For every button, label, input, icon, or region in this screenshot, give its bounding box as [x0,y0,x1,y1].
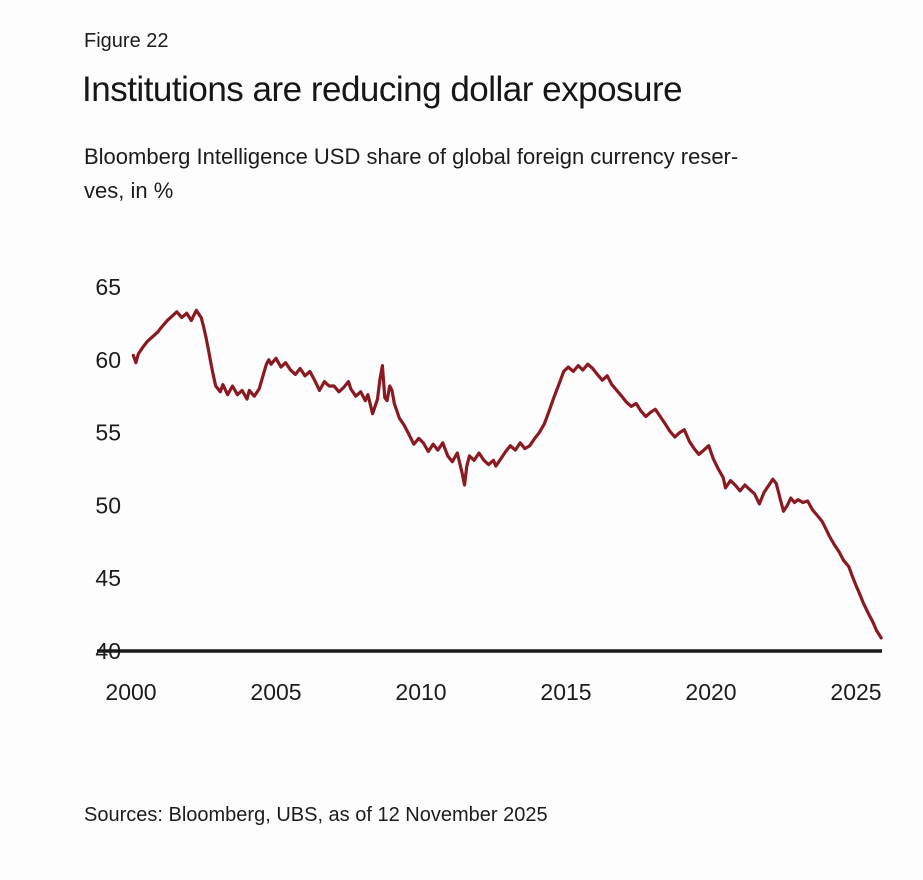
chart-subtitle-line2: ves, in % [84,178,174,203]
y-axis-tick-label: 65 [95,274,121,300]
line-chart: 65 60 55 50 45 40 2000 2005 2010 2015 2020 2025 [0,240,923,730]
x-axis-tick-label: 2025 [830,679,881,705]
x-axis-tick-label: 2020 [685,679,736,705]
sources-note: Sources: Bloomberg, UBS, as of 12 Novemb… [84,804,548,826]
page-title: Institutions are reducing dollar exposur… [82,70,683,109]
x-axis-tick-label: 2015 [540,679,591,705]
y-axis-tick-label: 55 [95,420,121,446]
x-axis-tick-label: 2000 [105,679,156,705]
y-axis-tick-label: 60 [95,347,121,373]
usd-reserve-share-line [131,308,883,640]
figure-label: Figure 22 [84,30,169,52]
y-axis-tick-label: 50 [95,492,121,518]
x-axis-tick-label: 2005 [250,679,301,705]
y-axis-tick-label: 45 [95,565,121,591]
chart-subtitle: Bloomberg Intelligence USD share of glob… [84,140,738,208]
chart-subtitle-line1: Bloomberg Intelligence USD share of glob… [84,144,739,169]
x-axis-tick-label: 2010 [395,679,446,705]
